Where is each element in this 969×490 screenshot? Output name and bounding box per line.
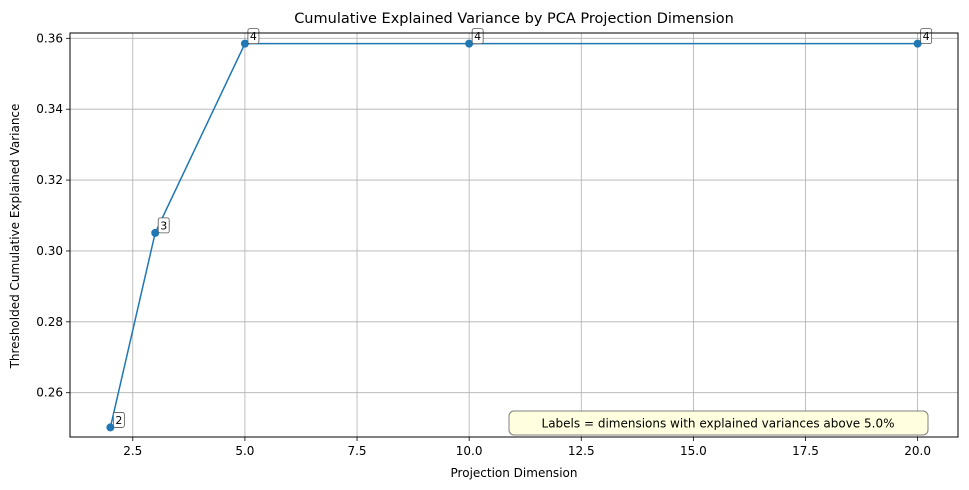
- data-point: [913, 39, 922, 48]
- x-axis-label: Projection Dimension: [451, 466, 578, 480]
- point-label-box: [157, 217, 170, 234]
- y-axis-label: Thresholded Cumulative Explained Varianc…: [8, 104, 22, 370]
- point-label: 4: [247, 28, 260, 45]
- y-axis-ticks: 0.26 0.28 0.30 0.32 0.34 0.36: [36, 31, 70, 400]
- point-label-text: 2: [115, 414, 122, 427]
- grid: [70, 33, 958, 437]
- point-label-text: 3: [160, 219, 167, 232]
- point-labels-layer: 2 3 4 4 4: [112, 28, 933, 428]
- point-label-text: 4: [923, 30, 930, 43]
- plot-frame: [69, 32, 959, 438]
- chart-title: Cumulative Explained Variance by PCA Pro…: [294, 11, 734, 27]
- point-label: 2: [112, 412, 125, 428]
- series-layer: [106, 39, 922, 432]
- x-tick-label: 12.5: [568, 444, 595, 458]
- x-tick-label: 5.0: [235, 444, 254, 458]
- point-label-text: 4: [250, 30, 257, 43]
- point-label: 4: [920, 28, 933, 45]
- point-label-box: [920, 28, 933, 45]
- y-tick-label: 0.30: [36, 244, 63, 258]
- annotation-background: [508, 410, 929, 436]
- y-tick-label: 0.28: [36, 315, 63, 329]
- data-point: [106, 423, 115, 432]
- data-point: [240, 39, 249, 48]
- x-tick-label: 7.5: [347, 444, 366, 458]
- y-tick-label: 0.36: [36, 31, 63, 45]
- y-tick-label: 0.34: [36, 102, 63, 116]
- y-tick-label: 0.32: [36, 173, 63, 187]
- x-tick-label: 17.5: [792, 444, 819, 458]
- data-point: [151, 228, 160, 237]
- x-tick-label: 2.5: [123, 444, 142, 458]
- x-tick-label: 15.0: [680, 444, 707, 458]
- x-tick-label: 20.0: [904, 444, 931, 458]
- point-label-box: [471, 28, 484, 45]
- point-label-box: [247, 28, 260, 45]
- x-axis-ticks: 2.5 5.0 7.5 10.0 12.5 15.0 17.5 20.0: [123, 437, 931, 458]
- y-tick-label: 0.26: [36, 386, 63, 400]
- point-label: 4: [471, 28, 484, 45]
- point-label-box: [112, 412, 125, 428]
- point-label-text: 4: [474, 30, 481, 43]
- point-label: 3: [157, 217, 170, 234]
- annotation-text: Labels = dimensions with explained varia…: [542, 417, 895, 431]
- data-point: [465, 39, 474, 48]
- annotation-box: Labels = dimensions with explained varia…: [508, 410, 929, 436]
- x-tick-label: 10.0: [456, 444, 483, 458]
